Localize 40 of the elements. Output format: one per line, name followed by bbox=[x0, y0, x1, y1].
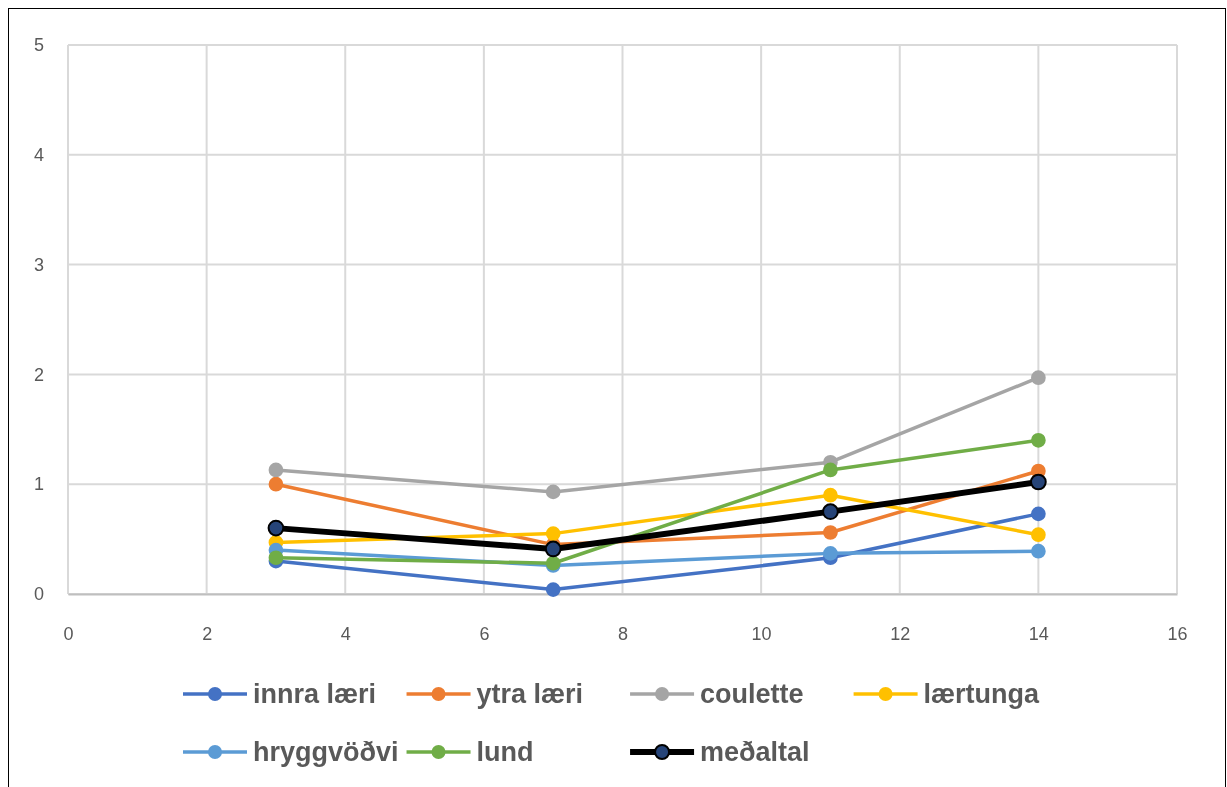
y-tick-label: 1 bbox=[33, 474, 44, 495]
point bbox=[268, 462, 284, 478]
y-tick-label: 5 bbox=[33, 35, 44, 56]
x-tick-label: 0 bbox=[63, 623, 74, 644]
point bbox=[823, 487, 838, 503]
point bbox=[1031, 527, 1046, 543]
legend-label: lærtunga bbox=[923, 679, 1041, 710]
point bbox=[1030, 473, 1047, 491]
legend-label: lund bbox=[476, 737, 534, 768]
x-tick-label: 4 bbox=[340, 623, 351, 644]
point bbox=[545, 484, 561, 500]
point bbox=[268, 476, 284, 492]
legend-label: ytra læri bbox=[476, 679, 584, 710]
y-tick-label: 4 bbox=[33, 145, 44, 166]
point bbox=[823, 462, 838, 478]
x-tick-label: 6 bbox=[479, 623, 490, 644]
point bbox=[545, 526, 561, 541]
point bbox=[1031, 506, 1046, 522]
point bbox=[823, 525, 838, 540]
point bbox=[823, 546, 838, 561]
x-tick-label: 2 bbox=[202, 623, 213, 644]
point bbox=[1031, 432, 1046, 448]
legend-label: meðaltal bbox=[700, 737, 810, 768]
x-tick-label: 16 bbox=[1167, 623, 1188, 644]
point bbox=[1031, 370, 1046, 386]
point bbox=[544, 540, 562, 558]
legend-label: innra læri bbox=[253, 679, 377, 710]
point bbox=[1031, 543, 1046, 559]
y-tick-label: 0 bbox=[33, 584, 44, 605]
x-tick-label: 14 bbox=[1028, 623, 1049, 644]
y-tick-label: 2 bbox=[33, 364, 44, 385]
y-tick-label: 3 bbox=[33, 254, 44, 275]
point bbox=[267, 519, 285, 537]
x-tick-label: 10 bbox=[751, 623, 772, 644]
x-tick-label: 8 bbox=[617, 623, 629, 644]
legend-label: coulette bbox=[700, 679, 804, 710]
point bbox=[822, 503, 839, 520]
x-tick-label: 12 bbox=[890, 623, 911, 644]
legend-label: hryggvöðvi bbox=[253, 737, 399, 768]
point bbox=[545, 582, 561, 597]
